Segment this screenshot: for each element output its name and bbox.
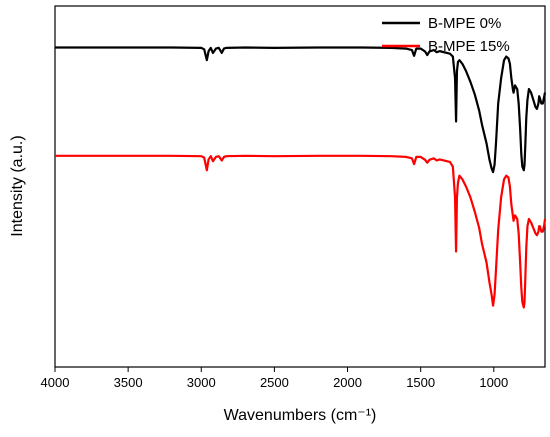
x-axis-ticks: 4000 3500 3000 2500 2000 1500 1000 bbox=[41, 367, 508, 390]
series-line-1 bbox=[55, 154, 547, 309]
legend-label-b-mpe-0: B-MPE 0% bbox=[428, 15, 501, 32]
x-tick-label: 3500 bbox=[114, 375, 143, 390]
x-tick-label: 1500 bbox=[406, 375, 435, 390]
plot-frame bbox=[54, 5, 546, 368]
x-tick-label: 3000 bbox=[187, 375, 216, 390]
x-axis-title: Wavenumbers (cm⁻¹) bbox=[224, 407, 377, 424]
legend: B-MPE 0% B-MPE 15% bbox=[382, 15, 510, 55]
x-tick-label: 4000 bbox=[41, 375, 70, 390]
x-tick-label: 2000 bbox=[333, 375, 362, 390]
series-line-0 bbox=[55, 46, 547, 174]
legend-label-b-mpe-15: B-MPE 15% bbox=[428, 38, 510, 55]
series-layer bbox=[55, 46, 547, 309]
x-tick-label: 2500 bbox=[260, 375, 289, 390]
x-tick-label: 1000 bbox=[479, 375, 508, 390]
y-axis-title: Intensity (a.u.) bbox=[9, 135, 26, 236]
